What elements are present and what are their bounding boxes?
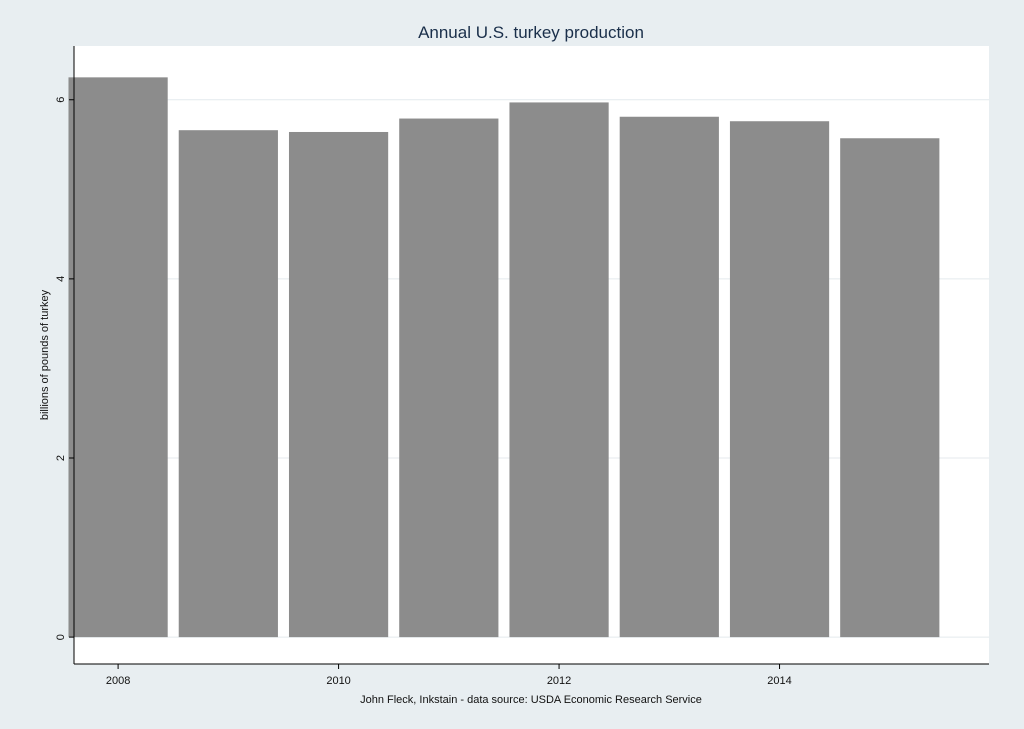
y-tick-label: 4: [55, 276, 67, 282]
y-axis-label: billions of pounds of turkey: [39, 289, 51, 420]
x-axis-label: John Fleck, Inkstain - data source: USDA…: [360, 694, 702, 706]
chart-title: Annual U.S. turkey production: [418, 23, 644, 42]
y-tick-label: 6: [55, 97, 67, 103]
bar-2014: [729, 121, 830, 638]
y-ticks: 0 2 4 6: [55, 97, 74, 640]
bar-2011: [399, 118, 499, 638]
x-tick-label: 2014: [767, 675, 791, 687]
x-tick-label: 2008: [106, 675, 130, 687]
y-tick-label: 2: [55, 455, 67, 461]
y-tick-label: 0: [55, 634, 67, 640]
bar-2008: [68, 77, 168, 638]
bar-2012: [509, 102, 609, 638]
bar-2015: [840, 138, 940, 638]
bar-2010: [288, 131, 389, 638]
x-tick-label: 2012: [547, 675, 571, 687]
bar-2009: [178, 130, 278, 638]
x-ticks: 2008 2010 2012 2014: [106, 664, 792, 687]
bars: [68, 77, 940, 638]
x-tick-label: 2010: [326, 675, 350, 687]
bar-2013: [619, 116, 719, 638]
